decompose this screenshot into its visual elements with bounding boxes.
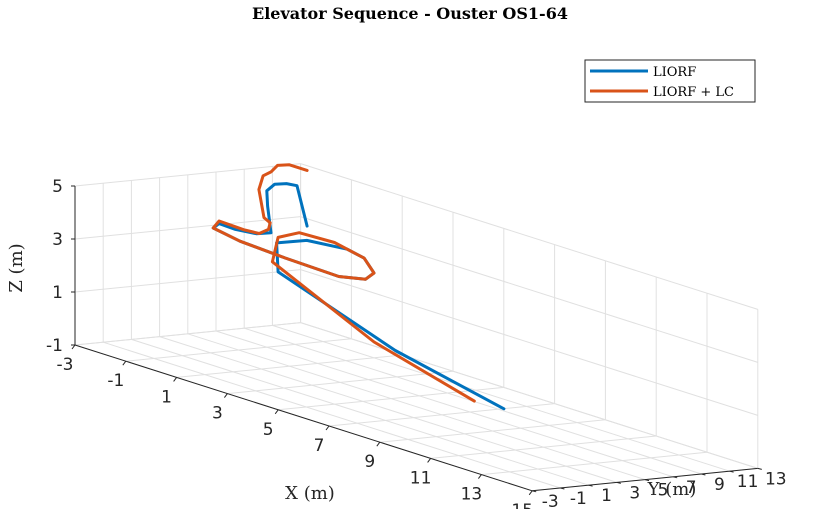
floor-grid-y — [131, 338, 589, 486]
x-tick-label: 1 — [161, 387, 172, 407]
x-tick-mark — [173, 377, 178, 382]
y-axis-line — [532, 467, 758, 492]
y-tick-mark — [588, 484, 593, 487]
z-tick-label: 1 — [52, 283, 63, 303]
y-tick-mark — [729, 470, 734, 473]
y-tick-mark — [532, 490, 537, 493]
z-axis-label: Z (m) — [6, 243, 27, 292]
y-tick-label: 1 — [601, 486, 612, 506]
floor-grid-y — [187, 333, 646, 481]
x-tick-label: 9 — [364, 452, 375, 472]
side-grid-z — [300, 269, 758, 416]
y-tick-label: 3 — [629, 483, 640, 503]
y-tick-mark — [701, 473, 706, 476]
floor-grid-y — [215, 330, 674, 478]
x-tick-mark — [122, 360, 127, 366]
y-tick-mark — [560, 487, 565, 490]
x-tick-label: -1 — [107, 371, 124, 391]
x-tick-mark — [223, 393, 228, 398]
side-grid-z — [300, 216, 758, 363]
back-grid-z — [74, 163, 301, 187]
y-tick-mark — [616, 481, 621, 484]
x-tick-label: 15 — [511, 501, 533, 509]
x-tick-mark — [477, 474, 482, 479]
y-tick-label: 11 — [737, 472, 759, 492]
x-tick-mark — [71, 344, 76, 350]
x-tick-label: 3 — [212, 404, 223, 424]
z-tick-label: 5 — [52, 177, 63, 197]
legend: LIORF LIORF + LC — [584, 59, 756, 103]
chart-title: Elevator Sequence - Ouster OS1-64 — [252, 4, 568, 23]
x-tick-label: 7 — [314, 436, 325, 456]
x-tick-mark — [325, 425, 330, 431]
x-axis-line — [74, 344, 533, 492]
z-tick-label: 3 — [52, 230, 63, 250]
x-tick-mark — [376, 441, 381, 447]
side-grid-z — [300, 322, 758, 469]
y-tick-label: -1 — [570, 489, 587, 509]
y-tick-mark — [757, 467, 762, 470]
legend-box — [584, 59, 756, 103]
axes-layer — [71, 185, 762, 496]
x-tick-label: 11 — [410, 468, 432, 488]
x-tick-mark — [274, 409, 279, 415]
y-tick-label: -3 — [542, 492, 559, 509]
series-line-liorf-lc — [211, 163, 476, 403]
y-tick-label: 5 — [658, 481, 669, 501]
x-tick-label: 5 — [263, 420, 274, 440]
x-tick-label: -3 — [57, 355, 74, 375]
y-tick-mark — [673, 476, 678, 479]
y-tick-label: 13 — [765, 469, 787, 489]
floor-grid-y — [159, 336, 617, 483]
back-grid-z — [74, 269, 301, 293]
back-grid-z — [74, 322, 301, 346]
legend-label-liorf: LIORF — [653, 65, 696, 80]
x-tick-mark — [427, 458, 432, 463]
floor-grid-y — [272, 324, 730, 472]
grid-layer — [74, 163, 759, 492]
x-tick-label: 13 — [461, 485, 483, 505]
side-grid-z — [300, 163, 758, 310]
back-grid-z — [74, 216, 301, 240]
floor-grid-y — [103, 341, 561, 489]
y-axis-label: Y (m) — [647, 479, 697, 500]
legend-label-liorf-lc: LIORF + LC — [653, 85, 734, 100]
y-tick-mark — [644, 479, 650, 482]
x-tick-mark — [528, 490, 533, 496]
series-line-liorf — [211, 182, 506, 411]
series-layer — [211, 163, 506, 411]
y-tick-label: 7 — [686, 478, 697, 498]
x-axis-label: X (m) — [285, 483, 335, 504]
y-tick-label: 9 — [714, 475, 725, 495]
z-tick-label: -1 — [46, 336, 63, 356]
